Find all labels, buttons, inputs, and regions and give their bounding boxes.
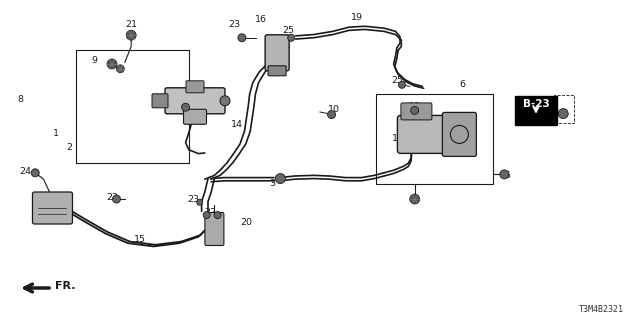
Text: 3: 3 (269, 179, 275, 188)
Circle shape (410, 194, 420, 204)
Circle shape (288, 34, 294, 41)
Text: 13: 13 (151, 98, 163, 107)
FancyBboxPatch shape (33, 192, 72, 224)
Text: 16: 16 (255, 15, 267, 24)
Circle shape (558, 108, 568, 119)
Text: 14: 14 (231, 120, 243, 129)
Text: 12: 12 (392, 134, 404, 143)
Circle shape (275, 173, 285, 184)
Text: 23: 23 (188, 195, 199, 204)
Circle shape (399, 81, 405, 88)
Text: 20: 20 (241, 218, 252, 227)
Text: 6: 6 (459, 80, 465, 89)
Circle shape (204, 212, 210, 219)
Text: 17: 17 (33, 203, 44, 212)
Text: 22: 22 (106, 193, 118, 202)
Circle shape (126, 30, 136, 40)
Text: T3M4B2321: T3M4B2321 (579, 305, 624, 314)
Circle shape (116, 65, 124, 73)
Text: 19: 19 (351, 13, 363, 22)
Text: 25: 25 (391, 76, 403, 85)
Circle shape (411, 106, 419, 114)
FancyBboxPatch shape (397, 116, 447, 153)
Circle shape (238, 34, 246, 42)
Text: 22: 22 (204, 208, 216, 217)
Text: FR.: FR. (55, 281, 76, 292)
Text: 10: 10 (180, 97, 191, 106)
Text: 25: 25 (282, 26, 294, 35)
Text: 4: 4 (410, 196, 416, 205)
Text: 1: 1 (53, 129, 60, 138)
Circle shape (196, 199, 203, 205)
FancyBboxPatch shape (268, 66, 286, 76)
Circle shape (220, 96, 230, 106)
Text: 10: 10 (328, 105, 340, 114)
Text: 2: 2 (66, 143, 72, 152)
Circle shape (182, 103, 189, 111)
Circle shape (500, 170, 509, 179)
FancyBboxPatch shape (184, 109, 207, 124)
Text: 23: 23 (228, 20, 240, 28)
Bar (554, 95, 574, 123)
Bar (515, 96, 557, 125)
FancyBboxPatch shape (152, 94, 168, 108)
Circle shape (328, 111, 335, 119)
FancyBboxPatch shape (401, 103, 432, 120)
Text: 5: 5 (504, 171, 510, 180)
Text: B-23: B-23 (523, 100, 549, 109)
Text: 7: 7 (463, 116, 469, 125)
FancyBboxPatch shape (265, 35, 289, 71)
Text: 15: 15 (134, 236, 145, 244)
Text: 21: 21 (125, 20, 137, 29)
FancyBboxPatch shape (186, 81, 204, 93)
Text: 24: 24 (20, 167, 31, 176)
Text: 18: 18 (196, 110, 207, 119)
FancyBboxPatch shape (205, 212, 224, 245)
Text: 11: 11 (409, 102, 420, 111)
FancyBboxPatch shape (442, 112, 476, 156)
Circle shape (31, 169, 39, 177)
Circle shape (113, 195, 120, 203)
Text: 8: 8 (17, 95, 24, 104)
Circle shape (107, 59, 117, 69)
Text: 9: 9 (92, 56, 98, 65)
Circle shape (214, 212, 221, 219)
Bar (376, 94, 493, 184)
Bar (76, 50, 189, 163)
FancyBboxPatch shape (165, 88, 225, 114)
